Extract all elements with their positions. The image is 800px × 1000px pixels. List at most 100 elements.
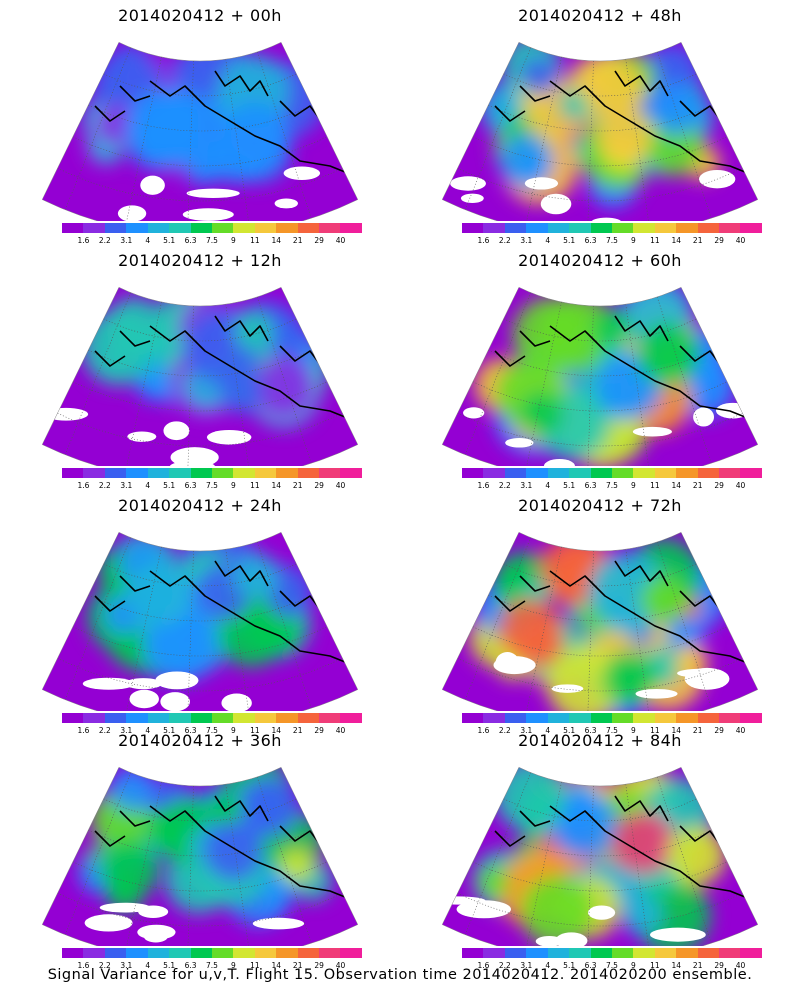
colorbar-tick-label: 14 [671,236,682,245]
panel-title: 2014020412 + 72h [518,496,682,515]
colorbar-tick-label: 11 [650,961,660,970]
colorbar-tick-label: 3.1 [520,236,533,245]
variance-blob [520,874,594,946]
colorbar-swatch [633,223,655,233]
colorbar-tick-label: 2.2 [498,481,511,490]
colorbar-tick-label: 9 [631,726,636,735]
colorbar-tick-label: 7.5 [606,481,618,490]
colorbar-tick-label: 7.5 [206,481,218,490]
colorbar-swatch [697,948,720,958]
graticule-longitude [124,301,162,466]
graticule-longitude [625,59,651,221]
colorbar-tick-label: 1.6 [477,481,490,490]
graticule-longitude [656,541,712,709]
colorbar [62,223,362,233]
coastline [494,795,756,902]
graticule-longitude [124,56,162,221]
colorbar-swatch [233,468,255,478]
graticule-longitude [524,546,562,711]
colorbar-swatch [62,468,84,478]
graticule-longitude [256,776,312,944]
colorbar-tick-label: 7.5 [606,726,618,735]
no-data-patch [463,407,485,419]
colorbar-swatch [104,713,127,723]
colorbar-tick-label: 4 [145,961,151,970]
colorbar-tick-label: 7.5 [606,236,618,245]
graticule-latitude [72,861,328,892]
colorbar-swatch [569,468,591,478]
colorbar-swatch [83,468,105,478]
map-outline [441,286,759,466]
colorbar-swatch [169,468,191,478]
colorbar-swatch [697,468,720,478]
map-panel-12h: 2014020412 + 12h 1.6 2.2 3.1 4 5.1 6.3 7.5 9 11 1… [0,245,400,490]
colorbar-tick-label: 29 [314,481,324,490]
colorbar-swatch [740,223,762,233]
colorbar-swatch [147,948,170,958]
colorbar-tick-label: 21 [692,236,703,245]
graticule-longitude [587,785,594,946]
colorbar-tick-label: 11 [250,961,260,970]
no-data-patch [524,177,559,190]
no-data-patch [160,692,190,711]
colorbar-swatch [254,468,277,478]
colorbar-swatch [211,468,234,478]
colorbar-swatch [340,468,362,478]
variance-blob [99,839,159,899]
colorbar-swatch [126,713,148,723]
colorbar-swatch [462,223,484,233]
colorbar-swatch [569,948,591,958]
no-data-patch [129,689,159,709]
colorbar-swatch [569,223,591,233]
colorbar-tick-label: 7.5 [206,961,218,970]
graticule-longitude [464,47,531,210]
colorbar-tick-label: 9 [231,726,236,735]
graticule-longitude [524,781,562,946]
variance-blob [538,294,618,373]
graticule-latitude [57,657,343,692]
graticule-latitude [472,381,728,412]
colorbar-tick-label: 14 [271,236,282,245]
graticule-longitude [464,537,531,700]
colorbar-swatch [147,713,170,723]
colorbar-swatch [340,948,362,958]
no-data-patch [99,902,151,913]
colorbar [62,713,362,723]
colorbar-tick-label: 29 [714,481,724,490]
variance-blob [546,645,624,711]
graticule-longitude [225,549,251,711]
colorbar [62,948,362,958]
no-data-patch [693,407,715,427]
colorbar-swatch [504,948,527,958]
colorbar-tick-label: 1.6 [477,726,490,735]
colorbar [62,468,362,478]
colorbar-tick-label: 2.2 [498,726,511,735]
map-outline [41,286,359,466]
no-data-patch [274,198,298,209]
no-data-patch [493,656,536,675]
colorbar-swatch [676,713,698,723]
colorbar-tick-label: 11 [650,481,660,490]
graticule-latitude [72,626,328,657]
colorbar [462,223,762,233]
colorbar-swatch [462,713,484,723]
colorbar-swatch [611,713,634,723]
colorbar-swatch [319,948,341,958]
no-data-patch [140,175,165,195]
panel-title: 2014020412 + 24h [118,496,282,515]
no-data-patch [650,927,706,942]
graticule-latitude [88,349,312,377]
no-data-patch [252,917,305,930]
graticule-longitude [225,304,251,466]
variance-blob [593,308,632,347]
colorbar-swatch [590,948,612,958]
variance-blob [81,310,158,386]
colorbar-swatch [319,468,341,478]
colorbar-swatch [254,223,277,233]
graticule-latitude [57,412,343,447]
graticule-latitude [72,381,328,412]
colorbar-swatch [740,713,762,723]
colorbar-swatch [483,468,505,478]
colorbar-tick-label: 21 [292,481,303,490]
colorbar-swatch [319,713,341,723]
